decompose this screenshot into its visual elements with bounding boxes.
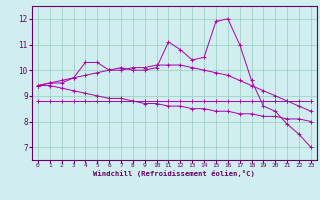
X-axis label: Windchill (Refroidissement éolien,°C): Windchill (Refroidissement éolien,°C) [93, 170, 255, 177]
